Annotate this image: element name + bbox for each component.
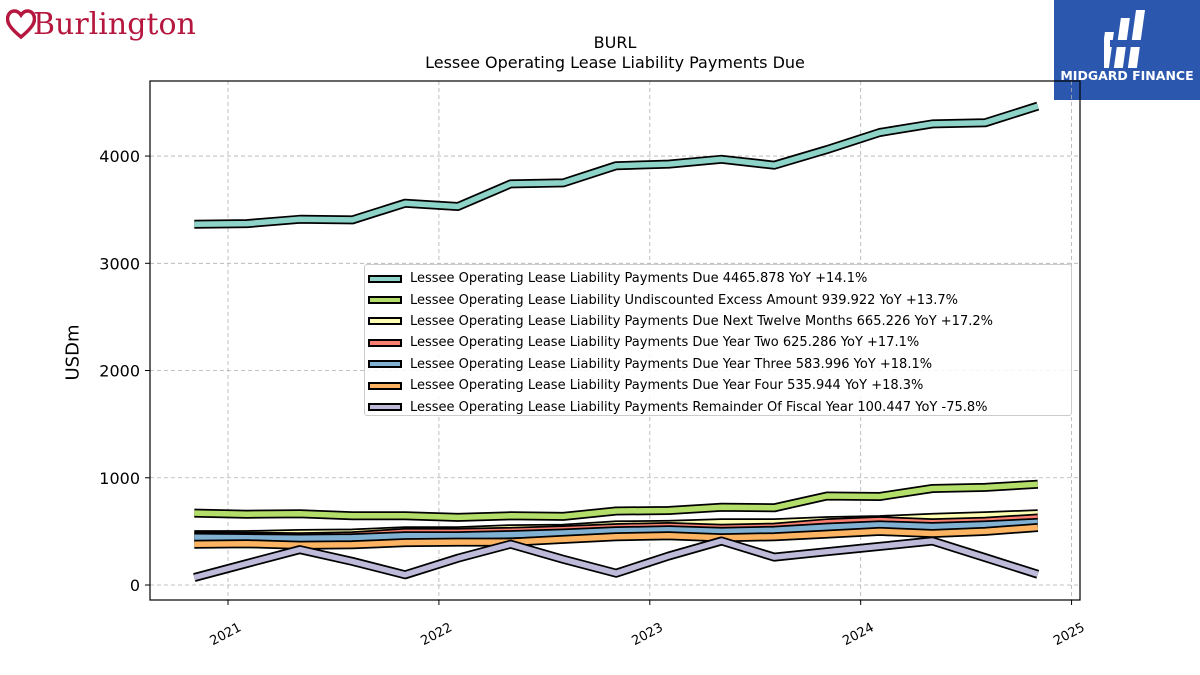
legend-label: Lessee Operating Lease Liability Payment… (410, 378, 924, 394)
burlington-wordmark: Burlington (33, 6, 196, 42)
series-4 (194, 517, 1039, 543)
series-line (193, 538, 1039, 581)
axis-layer: 0 1000 2000 3000 4000 2021 2022 2023 2024 2025 (99, 147, 1087, 649)
y-tick-label: 2000 (99, 362, 140, 381)
series-5 (194, 523, 1039, 550)
series-line (194, 103, 1039, 227)
legend-label: Lessee Operating Lease Liability Undisco… (410, 292, 959, 308)
y-tick-label: 1000 (99, 469, 140, 488)
y-tick-label: 0 (130, 576, 140, 595)
legend-swatch (368, 338, 402, 347)
heart-logo-icon (6, 9, 36, 40)
legend-swatch (368, 360, 402, 369)
series-layer (193, 101, 1040, 582)
legend-item: Lessee Operating Lease Liability Undisco… (365, 289, 1071, 310)
x-tick-label: 2023 (629, 620, 665, 649)
midgard-finance-logo: MIDGARD FINANCE (1054, 0, 1200, 100)
plot-frame (149, 80, 1081, 601)
series-1 (194, 479, 1039, 522)
series-line (194, 519, 1038, 542)
legend-item: Lessee Operating Lease Liability Payment… (365, 396, 1071, 417)
x-tick-label: 2021 (208, 620, 244, 649)
y-tick-label: 3000 (99, 254, 140, 273)
legend-item: Lessee Operating Lease Liability Payment… (365, 375, 1071, 396)
series-0 (194, 101, 1040, 229)
midgard-mark-icon (1104, 10, 1145, 68)
legend-swatch (368, 381, 402, 390)
legend-swatch (368, 403, 402, 412)
legend-label: Lessee Operating Lease Liability Payment… (410, 335, 920, 351)
legend-swatch (368, 317, 402, 326)
x-tick-label: 2025 (1051, 620, 1087, 649)
legend-item: Lessee Operating Lease Liability Payment… (365, 311, 1071, 332)
legend-item: Lessee Operating Lease Liability Payment… (365, 332, 1071, 353)
series-line (194, 524, 1039, 549)
legend-swatch (368, 296, 402, 305)
chart-title-block: BURL Lessee Operating Lease Liability Pa… (0, 33, 1200, 73)
y-axis-label: USDm (62, 324, 84, 381)
burlington-logo: Burlington (6, 4, 196, 44)
chart-subtitle: Lessee Operating Lease Liability Payment… (425, 53, 805, 72)
legend-label: Lessee Operating Lease Liability Payment… (410, 271, 868, 287)
legend-label: Lessee Operating Lease Liability Payment… (410, 313, 993, 329)
series-6 (193, 536, 1040, 582)
chart-title: BURL (593, 33, 637, 52)
chart-legend: Lessee Operating Lease Liability Payment… (364, 264, 1072, 416)
legend-label: Lessee Operating Lease Liability Payment… (410, 399, 988, 415)
legend-swatch (368, 274, 402, 283)
legend-label: Lessee Operating Lease Liability Payment… (410, 356, 933, 372)
x-tick-label: 2024 (840, 620, 876, 649)
series-line (194, 481, 1038, 521)
x-tick-label: 2022 (419, 620, 455, 649)
y-tick-label: 4000 (99, 147, 140, 166)
legend-item: Lessee Operating Lease Liability Payment… (365, 268, 1071, 289)
partner-logo-text: MIDGARD FINANCE (1060, 68, 1194, 83)
legend-item: Lessee Operating Lease Liability Payment… (365, 354, 1071, 375)
